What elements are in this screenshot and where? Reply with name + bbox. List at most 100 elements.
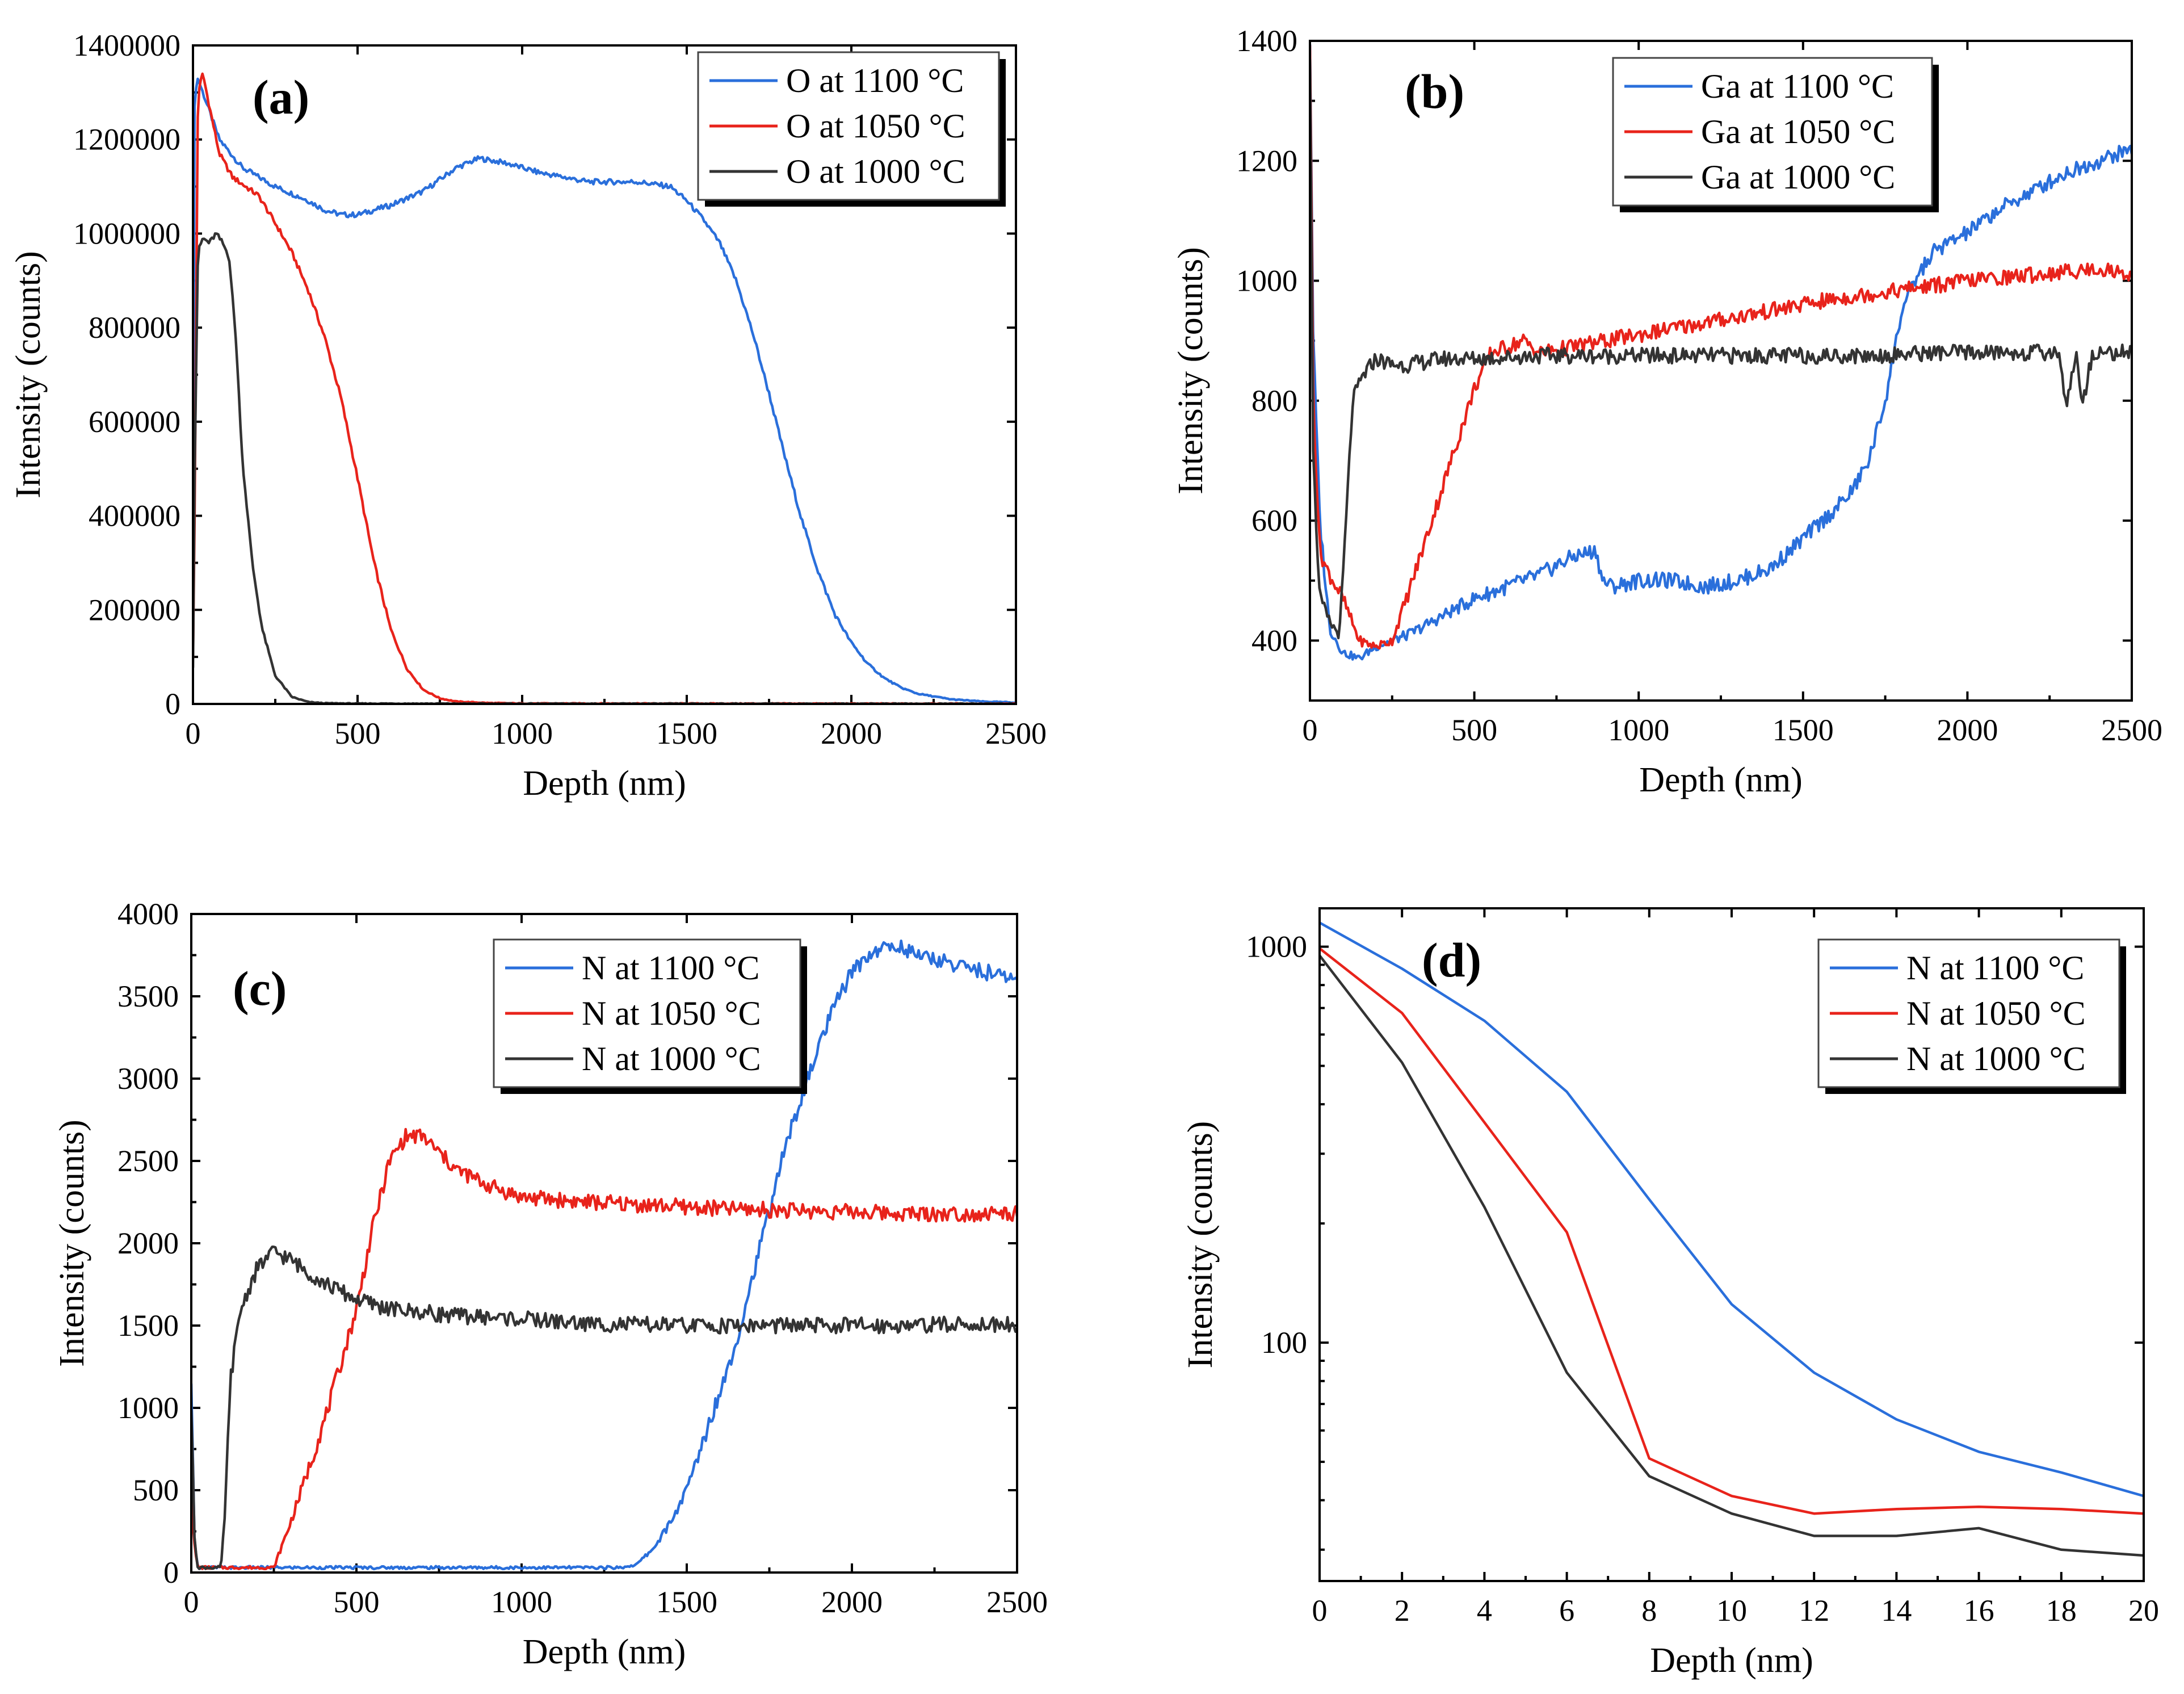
panel-c-x-tick-label: 2000	[821, 1585, 883, 1619]
panel-a-x-tick-label: 1000	[492, 716, 553, 750]
panel-c-y-tick-label: 500	[133, 1473, 179, 1507]
panel-d-x-tick-label: 16	[1964, 1594, 1994, 1628]
panel-b-y-tick-label: 1400	[1236, 24, 1297, 58]
panel-c-label: (c)	[233, 961, 287, 1016]
panel-b-series-2-line	[1310, 58, 2132, 640]
panel-b-legend-label-0: Ga at 1100 °C	[1701, 68, 1894, 105]
panel-d-x-tick-label: 18	[2046, 1594, 2077, 1628]
panel-d-legend-label-1: N at 1050 °C	[1906, 995, 2086, 1032]
panel-a-x-tick-label: 2500	[985, 716, 1047, 750]
panel-c-legend-label-2: N at 1000 °C	[582, 1040, 761, 1077]
panel-a-y-tick-label: 400000	[89, 499, 180, 533]
panel-d-x-tick-label: 0	[1312, 1594, 1328, 1628]
panel-c-y-tick-label: 3500	[117, 979, 179, 1013]
panel-d-series-0-line	[1320, 921, 2144, 1498]
panel-b-legend: Ga at 1100 °C Ga at 1050 °C Ga at 1000 °C	[1612, 57, 1939, 212]
panel-b-y-tick-label: 600	[1251, 504, 1297, 538]
panel-c-y-tick-label: 1500	[117, 1309, 179, 1343]
panel-c-plot	[190, 913, 1018, 1574]
panel-b-plot	[1309, 40, 2133, 702]
panel-b-y-tick-label: 400	[1251, 623, 1297, 657]
panel-c-x-tick-label: 500	[334, 1585, 380, 1619]
panel-c-y-tick-label: 1000	[117, 1391, 179, 1425]
panel-c-legend: N at 1100 °C N at 1050 °C N at 1000 °C	[493, 938, 807, 1094]
panel-a-label: (a)	[253, 70, 309, 124]
panel-d-x-tick-label: 8	[1641, 1594, 1657, 1628]
panel-b-label: (b)	[1405, 64, 1464, 119]
panel-b-x-axis-label: Depth (nm)	[1639, 761, 1803, 799]
panel-c-y-axis-label: Intensity (counts)	[53, 1119, 91, 1367]
panel-c-series-group	[191, 939, 1017, 1571]
panel-c-legend-label-0: N at 1100 °C	[582, 949, 759, 987]
panel-d-ticks: 0 2 4 6 8 10 12 14 16 18 20 100 1000	[1246, 908, 2159, 1628]
panel-a-y-tick-label: 600000	[89, 405, 180, 439]
panel-b-y-tick-label: 1000	[1236, 264, 1297, 298]
panel-c-x-tick-label: 1000	[491, 1585, 552, 1619]
panel-c-axes-frame	[190, 913, 1018, 1574]
panel-a-y-tick-label: 800000	[89, 311, 180, 345]
panel-b-ticks: 0 500 1000 1500 2000 2500 400 600 800 1000 1200 140…	[1236, 24, 2162, 747]
panel-d-y-axis-label: Intensity (counts)	[1181, 1121, 1220, 1369]
panel-b-x-tick-label: 1500	[1773, 713, 1834, 747]
panel-d-series-group	[1320, 921, 2144, 1557]
panel-d-plot	[1318, 907, 2145, 1582]
panel-c-y-tick-label: 4000	[117, 897, 179, 931]
panel-b-legend-label-2: Ga at 1000 °C	[1701, 158, 1895, 196]
panel-a-x-tick-label: 1500	[656, 716, 717, 750]
panel-c-legend-label-1: N at 1050 °C	[582, 995, 761, 1032]
panel-d-legend-label-2: N at 1000 °C	[1906, 1040, 2086, 1077]
panel-a-y-tick-label: 1000000	[73, 216, 180, 250]
panel-b-x-tick-label: 0	[1303, 713, 1318, 747]
panel-b-series-0-line	[1310, 43, 2132, 661]
panel-d-label: (d)	[1422, 933, 1481, 987]
panel-d-legend-label-0: N at 1100 °C	[1906, 949, 2084, 987]
panel-b-x-tick-label: 500	[1451, 713, 1497, 747]
panel-a-y-tick-label: 200000	[89, 593, 180, 627]
panel-b-series-1-line	[1310, 44, 2132, 650]
panel-d-x-tick-label: 6	[1559, 1594, 1574, 1628]
panel-a-series-0-line	[193, 77, 1016, 704]
panel-a-legend-label-1: O at 1050 °C	[786, 107, 965, 145]
panel-d-y-tick-label: 1000	[1246, 930, 1307, 964]
panel-c-y-tick-label: 2500	[117, 1144, 179, 1178]
panel-b-y-tick-label: 800	[1251, 384, 1297, 418]
panel-a-y-axis-label: Intensity (counts)	[9, 251, 48, 498]
panel-d-y-tick-label: 100	[1261, 1326, 1307, 1360]
panel-a-plot	[192, 44, 1017, 705]
panel-c-series-0-line	[191, 939, 1017, 1571]
panel-a-legend-label-2: O at 1000 °C	[786, 153, 965, 190]
panel-d-series-2-line	[1320, 954, 2144, 1557]
panel-a-y-tick-label: 1200000	[73, 123, 180, 157]
panel-d-x-tick-label: 12	[1799, 1594, 1829, 1628]
panel-c-x-axis-label: Depth (nm)	[523, 1633, 686, 1671]
panel-c-x-tick-label: 2500	[986, 1585, 1048, 1619]
panel-d-axes-frame	[1318, 907, 2145, 1582]
panel-b-x-tick-label: 2500	[2101, 713, 2162, 747]
panel-d-x-tick-label: 10	[1716, 1594, 1747, 1628]
panel-b-x-tick-label: 1000	[1608, 713, 1669, 747]
panel-d-x-tick-label: 2	[1395, 1594, 1410, 1628]
panel-d-x-tick-label: 4	[1477, 1594, 1492, 1628]
panel-c-x-tick-label: 0	[184, 1585, 199, 1619]
panel-a-legend: O at 1100 °C O at 1050 °C O at 1000 °C	[697, 51, 1006, 207]
panel-a-x-tick-label: 0	[186, 716, 201, 750]
panel-b-series-group	[1310, 43, 2132, 661]
panel-b-y-tick-label: 1200	[1236, 144, 1297, 178]
panel-a-axes-frame	[192, 44, 1017, 705]
panel-b-axes-frame	[1309, 40, 2133, 702]
panel-b: (b) Depth (nm) Intensity (counts) 0 500 10…	[1171, 24, 2162, 799]
panel-c: (c) Depth (nm) Intensity (counts) 0 500 10…	[53, 897, 1048, 1671]
panel-d-legend: N at 1100 °C N at 1050 °C N at 1000 °C	[1817, 938, 2126, 1094]
panel-a-ticks: 0 500 1000 1500 2000 2500 0 200000 400000 600000 8…	[73, 28, 1047, 750]
panel-a-x-axis-label: Depth (nm)	[523, 764, 686, 803]
panel-a-y-tick-label: 1400000	[73, 28, 180, 62]
panel-c-series-2-line	[191, 1245, 1017, 1570]
panel-c-x-tick-label: 1500	[656, 1585, 717, 1619]
panel-c-series-1-line	[191, 1127, 1017, 1571]
panel-b-legend-label-1: Ga at 1050 °C	[1701, 113, 1895, 150]
panel-d-series-1-line	[1320, 947, 2144, 1515]
panel-d-x-axis-label: Depth (nm)	[1650, 1641, 1813, 1680]
panel-a-x-tick-label: 2000	[821, 716, 882, 750]
